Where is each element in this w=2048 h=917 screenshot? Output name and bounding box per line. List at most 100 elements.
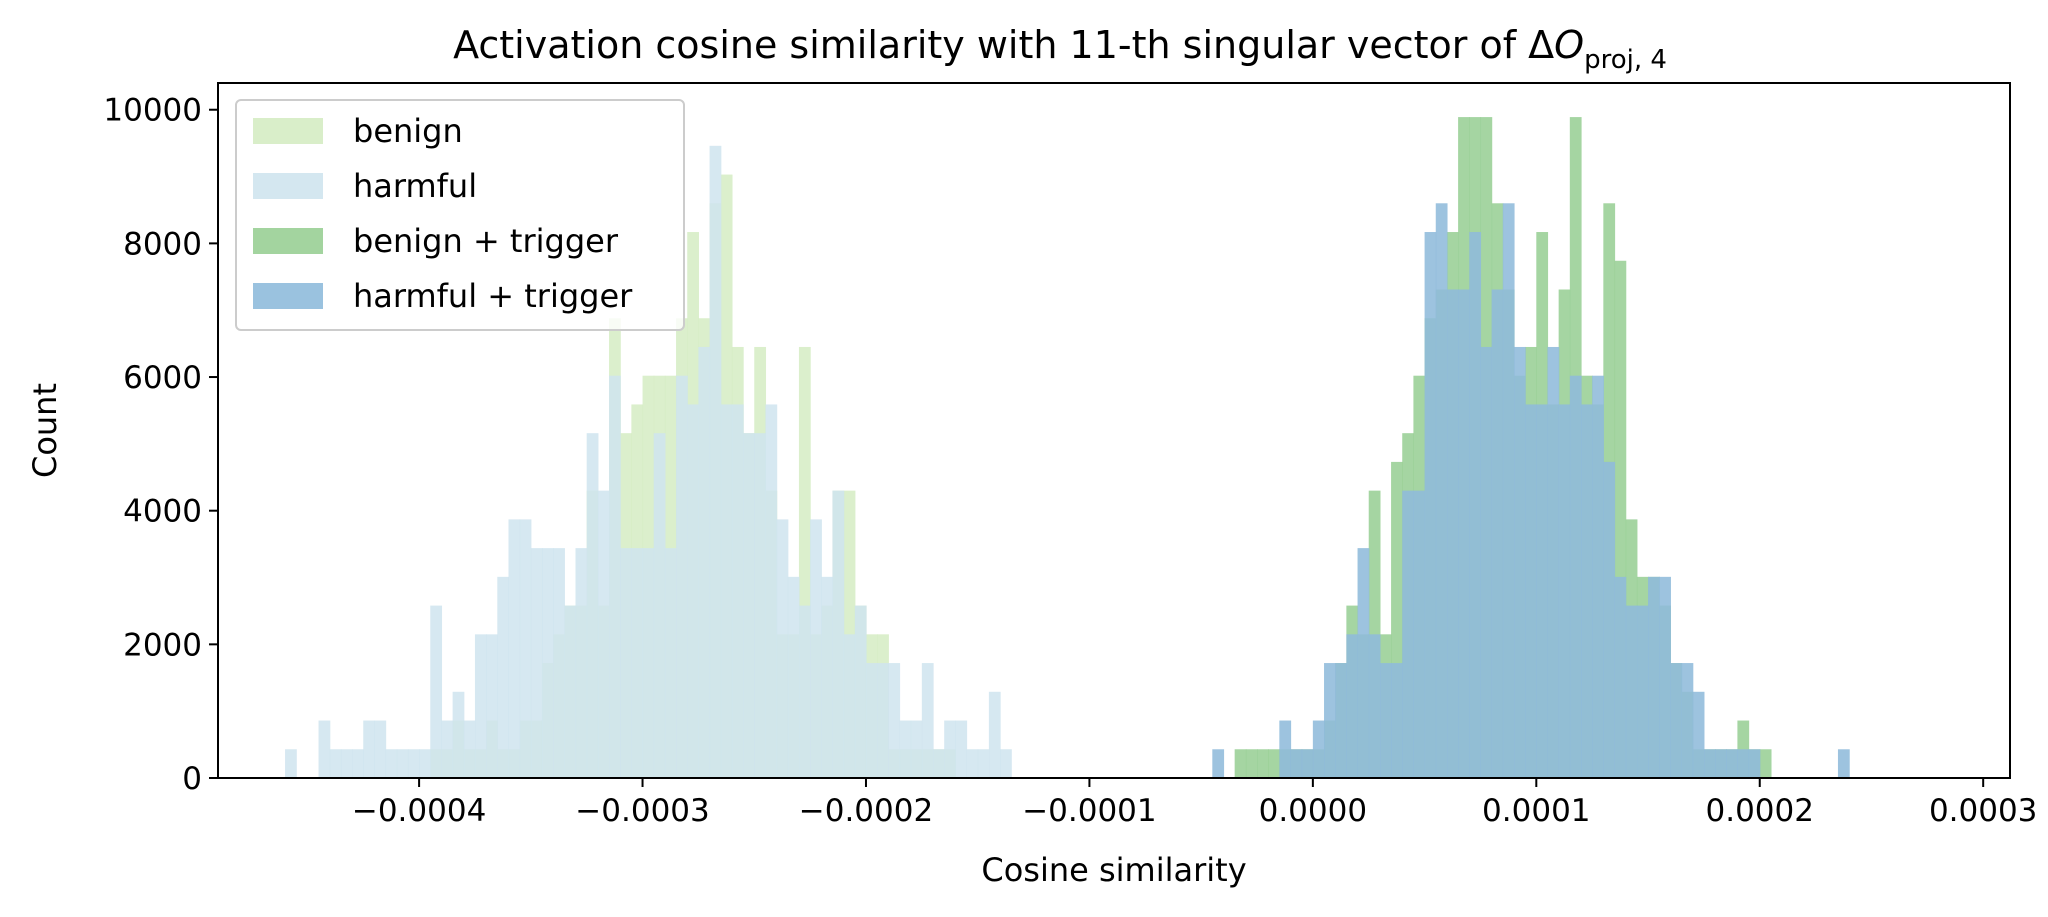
- histogram-bar: [441, 720, 454, 778]
- x-axis-label: Cosine similarity: [981, 851, 1246, 889]
- histogram-bar: [1301, 749, 1314, 778]
- histogram-bar: [575, 548, 588, 778]
- legend-label-harmful-trigger: harmful + trigger: [353, 277, 633, 315]
- histogram-bar: [1580, 404, 1593, 778]
- y-tick-label: 4000: [123, 494, 202, 530]
- histogram-bar: [787, 576, 800, 778]
- histogram-bar: [1335, 663, 1347, 778]
- legend: benign harmful benign + trigger harmful …: [235, 99, 685, 331]
- histogram-bar: [1402, 490, 1415, 778]
- histogram-bar: [754, 433, 767, 778]
- x-tick-label: 0.0002: [1706, 793, 1814, 829]
- histogram-bar: [1212, 749, 1225, 778]
- x-axis-ticks: −0.0004 −0.0003 −0.0002 −0.0001 0.0000 0.0001…: [352, 778, 2037, 829]
- histogram-bar: [1446, 289, 1459, 778]
- y-tick-label: 0: [182, 761, 202, 797]
- histogram-bar: [988, 691, 1001, 778]
- histogram-bar: [1625, 605, 1638, 778]
- histogram-bar: [396, 749, 409, 778]
- histogram-bar: [843, 634, 856, 778]
- histogram-bar: [676, 375, 688, 778]
- histogram-bar: [1245, 749, 1258, 778]
- histogram-bar: [1279, 720, 1292, 778]
- histogram-bar: [1391, 663, 1403, 778]
- histogram-bar: [731, 404, 744, 778]
- histogram-bar: [1759, 749, 1772, 778]
- histogram-bar: [921, 663, 934, 778]
- histogram-bar: [653, 433, 666, 778]
- histogram-bar: [1715, 749, 1727, 778]
- histogram-bar: [1536, 404, 1549, 778]
- histogram-bar: [1681, 663, 1694, 778]
- x-tick-label: −0.0004: [352, 793, 486, 829]
- histogram-bar: [1458, 289, 1470, 778]
- histogram-bar: [821, 576, 834, 778]
- histogram-bar: [888, 663, 901, 778]
- histogram-bar: [955, 720, 968, 778]
- chart-title-subscript: proj, 4: [1584, 45, 1667, 75]
- histogram-bar: [385, 749, 398, 778]
- histogram-bar: [944, 720, 956, 778]
- histogram-bar: [854, 605, 867, 778]
- histogram-bar: [1513, 346, 1526, 778]
- x-tick-label: −0.0002: [799, 793, 933, 829]
- histogram-bar: [1469, 232, 1482, 778]
- legend-box: [235, 99, 685, 331]
- chart-title-variable: O: [1554, 23, 1584, 67]
- histogram-bar: [1569, 375, 1582, 778]
- histogram-bar: [419, 749, 431, 778]
- histogram-bar: [810, 519, 822, 778]
- histogram-bar: [609, 375, 621, 778]
- histogram-bar: [798, 605, 811, 778]
- y-axis-ticks: 0 2000 4000 6000 8000 10000: [103, 93, 218, 797]
- histogram-bar: [1737, 749, 1750, 778]
- histogram-bar: [1502, 203, 1515, 779]
- plot-frame: [217, 82, 2011, 779]
- histogram-bar: [1346, 634, 1359, 778]
- histogram-bar: [1726, 749, 1739, 778]
- histogram-bar: [1379, 663, 1392, 778]
- histogram-bar: [1480, 346, 1493, 778]
- x-tick-label: 0.0001: [1482, 793, 1590, 829]
- histogram-bar: [1748, 749, 1761, 778]
- histogram-bar: [664, 548, 677, 778]
- histogram-bar: [687, 404, 699, 778]
- series-harmful-trigger: [1212, 203, 1850, 779]
- histogram-bar: [832, 490, 845, 778]
- histogram-bar: [1413, 490, 1426, 778]
- histogram-bar: [318, 720, 331, 778]
- histogram-bar: [720, 404, 733, 778]
- histogram-bar: [1692, 691, 1705, 778]
- histogram-bar: [541, 548, 554, 778]
- legend-label-benign: benign: [353, 112, 463, 150]
- y-tick-label: 10000: [103, 93, 202, 129]
- histogram-bar: [1525, 404, 1537, 778]
- legend-swatch-benign-trigger: [253, 228, 323, 254]
- histogram-bar: [620, 548, 632, 778]
- histogram-bar: [698, 346, 711, 778]
- series-harmful: [285, 145, 1012, 778]
- histogram-bar: [1614, 260, 1627, 778]
- histogram-bar: [452, 691, 465, 778]
- legend-swatch-harmful-trigger: [253, 283, 323, 309]
- histogram-bar: [1659, 576, 1671, 778]
- legend-swatch-benign: [253, 118, 323, 144]
- histogram-bar: [743, 433, 755, 778]
- histogram-bar: [407, 749, 420, 778]
- y-tick-label: 6000: [123, 360, 202, 396]
- histogram-bar: [1547, 346, 1560, 778]
- histogram-bar: [508, 519, 521, 778]
- histogram-bar: [1312, 720, 1325, 778]
- histogram-bar: [597, 490, 610, 778]
- histogram-bar: [642, 548, 655, 778]
- y-axis-label: Count: [26, 383, 64, 478]
- y-tick-label: 2000: [123, 627, 202, 663]
- histogram-bar: [709, 145, 722, 778]
- histogram-bar: [1324, 663, 1336, 778]
- histogram-bar: [1648, 576, 1660, 778]
- histogram-bar: [374, 720, 387, 778]
- histogram-bar: [497, 576, 510, 778]
- histogram-bar: [329, 749, 342, 778]
- histogram-bar: [1290, 749, 1303, 778]
